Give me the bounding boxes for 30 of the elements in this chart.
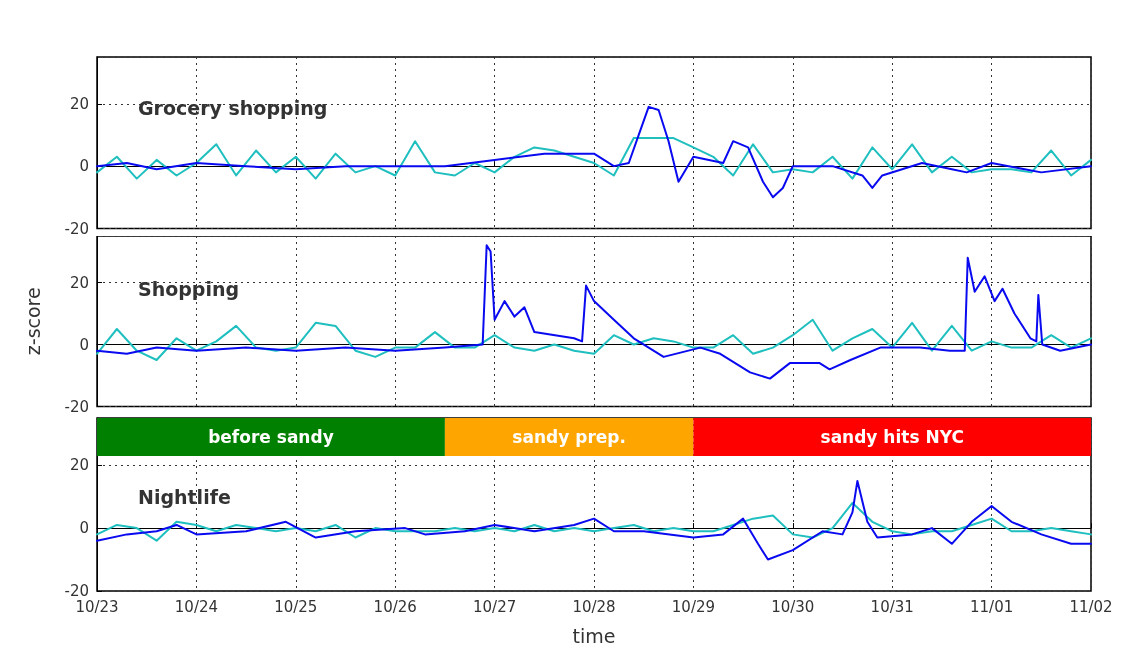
x-tick-label: 10/31 — [870, 597, 914, 616]
y-tick-label: 0 — [79, 157, 89, 176]
y-tick-label: -20 — [64, 219, 89, 238]
y-axis-title: z-score — [21, 287, 44, 356]
y-tick-label: -20 — [64, 397, 89, 416]
text: Nightlife — [138, 485, 231, 508]
x-tick-label: 10/24 — [174, 597, 219, 616]
y-tick-label: -20 — [64, 582, 89, 600]
y-tick-label: 20 — [69, 273, 89, 292]
x-tick-label: 10/29 — [671, 597, 716, 616]
y-tick-label: 0 — [79, 519, 89, 538]
band-label: sandy hits NYC — [820, 427, 964, 448]
x-tick-label: 10/23 — [75, 597, 119, 616]
x-tick-label: 11/01 — [969, 597, 1014, 616]
y-tick-label: 20 — [69, 94, 89, 113]
text: Grocery shopping — [138, 96, 328, 119]
x-tick-label: 10/28 — [572, 597, 616, 616]
y-tick-label: 0 — [79, 335, 89, 354]
x-tick-label: 10/30 — [771, 597, 815, 616]
x-tick-label: 10/27 — [472, 597, 517, 616]
x-axis-title: time — [572, 624, 616, 647]
line-series — [96, 137, 1092, 180]
x-tick-label: 10/26 — [373, 597, 417, 616]
text: Shopping — [138, 277, 240, 300]
band-label: sandy prep. — [512, 427, 626, 448]
x-tick-label: 10/25 — [274, 597, 318, 616]
band-label: before sandy — [208, 427, 334, 448]
line-series — [96, 318, 1092, 361]
x-tick-label: 11/02 — [1069, 597, 1113, 616]
y-tick-label: 20 — [69, 456, 89, 475]
